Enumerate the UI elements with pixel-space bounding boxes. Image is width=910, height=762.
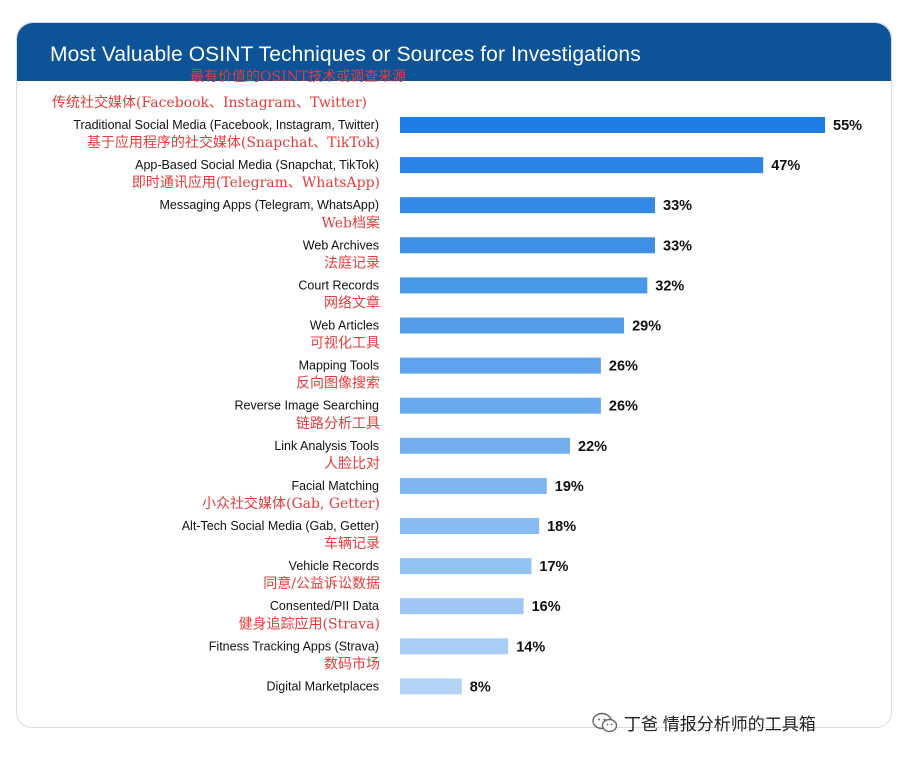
bar <box>400 558 532 575</box>
bar <box>400 277 648 294</box>
category-label: Web Articles <box>310 319 379 333</box>
category-label-cn: 健身追踪应用(Strava) <box>239 615 380 632</box>
watermark-text: 丁爸 情报分析师的工具箱 <box>624 715 816 734</box>
category-label: Traditional Social Media (Facebook, Inst… <box>73 118 379 132</box>
bar <box>400 397 601 414</box>
value-label: 16% <box>532 599 561 615</box>
chart-title: Most Valuable OSINT Techniques or Source… <box>50 43 641 66</box>
bar <box>400 117 825 133</box>
bar <box>400 437 570 454</box>
chart-subtitle-cn: 最有价值的OSINT技术或调查来源 <box>190 69 407 85</box>
category-label: Vehicle Records <box>289 559 379 573</box>
value-label: 47% <box>771 158 800 174</box>
value-label: 33% <box>663 198 692 214</box>
category-label: Mapping Tools <box>299 359 379 373</box>
category-label: App-Based Social Media (Snapchat, TikTok… <box>135 158 379 172</box>
category-label: Link Analysis Tools <box>274 439 379 453</box>
category-label: Consented/PII Data <box>270 599 379 613</box>
category-label: Web Archives <box>303 238 379 252</box>
category-label-cn: 人脸比对 <box>324 456 380 472</box>
value-label: 26% <box>609 359 638 375</box>
category-label: Messaging Apps (Telegram, WhatsApp) <box>159 198 379 212</box>
category-label-cn: 数码市场 <box>324 655 380 672</box>
category-label: Alt-Tech Social Media (Gab, Getter) <box>182 519 379 533</box>
value-label: 33% <box>663 238 692 254</box>
bar <box>400 477 547 494</box>
bar <box>400 638 509 655</box>
bar <box>400 197 655 214</box>
category-label-cn: 传统社交媒体(Facebook、Instagram、Twitter) <box>52 94 367 111</box>
value-label: 32% <box>655 278 684 294</box>
bar <box>400 598 524 615</box>
wechat-icon <box>592 712 618 732</box>
value-label: 8% <box>470 679 491 695</box>
category-label-cn: 网络文章 <box>324 295 380 312</box>
category-label-cn: 小众社交媒体(Gab, Getter) <box>202 495 380 512</box>
category-label: Reverse Image Searching <box>234 399 379 413</box>
bar <box>400 518 540 534</box>
bar <box>400 237 655 254</box>
category-label-cn: 反向图像搜索 <box>296 375 380 392</box>
category-label: Court Records <box>298 278 379 292</box>
category-label: Digital Marketplaces <box>266 679 379 693</box>
category-label-cn: 法庭记录 <box>324 254 380 271</box>
category-label-cn: 车辆记录 <box>324 535 380 552</box>
bar <box>400 317 625 334</box>
bar <box>400 678 462 695</box>
bar <box>400 157 764 174</box>
category-label-cn: Web档案 <box>322 214 381 231</box>
value-label: 22% <box>578 439 607 455</box>
category-label-cn: 即时通讯应用(Telegram、WhatsApp) <box>132 174 380 191</box>
category-label-cn: 链路分析工具 <box>296 416 380 432</box>
value-label: 17% <box>539 559 568 575</box>
watermark: 丁爸 情报分析师的工具箱 <box>592 710 816 735</box>
chart-header: Most Valuable OSINT Techniques or Source… <box>17 23 891 81</box>
value-label: 55% <box>833 118 862 134</box>
value-label: 26% <box>609 399 638 415</box>
category-label-cn: 基于应用程序的社交媒体(Snapchat、TikTok) <box>87 134 380 151</box>
category-label-cn: 可视化工具 <box>310 336 380 352</box>
bar <box>400 357 601 374</box>
value-label: 14% <box>516 639 545 655</box>
value-label: 18% <box>547 519 576 535</box>
value-label: 29% <box>632 319 661 335</box>
category-label-cn: 同意/公益诉讼数据 <box>263 575 380 592</box>
category-label: Fitness Tracking Apps (Strava) <box>209 639 379 653</box>
value-label: 19% <box>555 479 584 495</box>
category-label: Facial Matching <box>291 479 379 493</box>
